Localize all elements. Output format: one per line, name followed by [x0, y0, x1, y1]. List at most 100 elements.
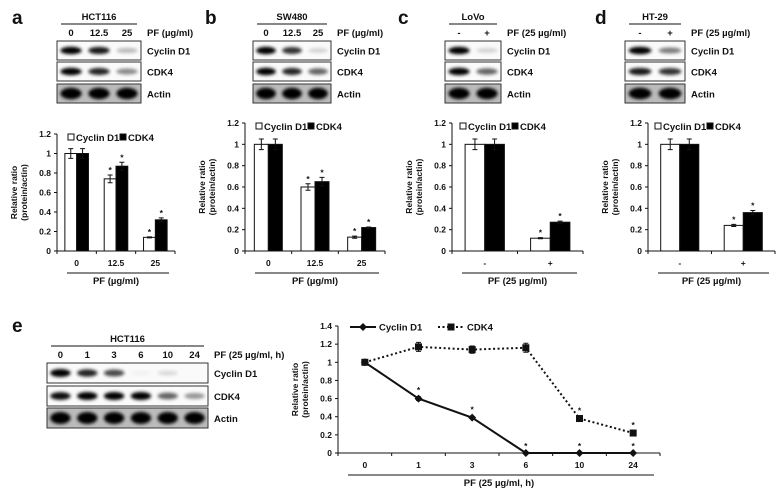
- protein-band: [157, 392, 178, 400]
- chart-d: 0 0.2 0.4 0.6 0.8 1 1.2 - +PF (25 µg/ml) Relative…: [600, 118, 776, 287]
- line-cdk4: [364, 345, 634, 435]
- significance-asterisk: *: [539, 228, 543, 238]
- chart-b: 0 0.2 0.4 0.6 0.8 1 1.2 0 12.5 25 PF (µg/ml) Relati…: [197, 118, 386, 287]
- legend-label: CDK4: [520, 122, 547, 133]
- legend-swatch: [307, 122, 315, 130]
- row-label: Actin: [214, 414, 238, 425]
- y-tick-label: 0.4: [227, 203, 239, 213]
- y-tick-label: 0: [234, 246, 239, 256]
- protein-band: [60, 87, 82, 100]
- treatment-label: PF (µg/ml): [337, 28, 383, 39]
- error-bar: [731, 223, 737, 227]
- legend-label: Cyclin D1: [379, 323, 423, 334]
- x-axis-label: PF (25 µg/ml): [682, 276, 741, 287]
- legend-marker: [359, 323, 367, 331]
- bar-cyclin-d1: [143, 236, 156, 252]
- cell-line-label: HT-29: [642, 12, 668, 23]
- protein-band: [116, 47, 138, 54]
- protein-band: [130, 412, 152, 424]
- bar-cyclin-d1: [253, 143, 269, 252]
- row-label: Actin: [507, 90, 531, 101]
- panel-letter: e: [12, 316, 23, 337]
- significance-asterisk: *: [632, 441, 636, 451]
- legend-label: Cyclin D1: [76, 133, 120, 144]
- treatment-label: PF (µg/ml): [147, 28, 193, 39]
- significance-asterisk: *: [578, 441, 582, 451]
- y-tick-label: 0.6: [320, 394, 332, 404]
- treatment-label: PF (25 µg/ml, h): [214, 350, 284, 361]
- blot-strip: [46, 407, 209, 429]
- row-label: Cyclin D1: [337, 47, 381, 58]
- protein-band: [77, 392, 98, 400]
- lane-label: +: [484, 28, 490, 39]
- legend-marker: [447, 323, 455, 331]
- legend-swatch: [511, 122, 519, 130]
- chart-e: 0 0.2 0.4 0.6 0.8 1 1.2 1.4 0 1 3 6 10 24 PF (25 µg/ml…: [290, 321, 661, 489]
- protein-band: [157, 370, 178, 376]
- x-tick-label: 0: [362, 460, 367, 470]
- blot-strip: [624, 61, 686, 82]
- protein-band: [88, 87, 110, 100]
- y-tick-label: 0.8: [434, 161, 446, 171]
- protein-band: [658, 47, 682, 54]
- cell-line-label: HCT116: [110, 334, 145, 345]
- lane-label: 3: [111, 350, 116, 361]
- protein-band: [476, 68, 498, 75]
- panel-letter: d: [595, 8, 607, 29]
- x-tick-label: +: [741, 258, 746, 268]
- y-tick-label: 1.2: [630, 118, 642, 128]
- bar-cdk4: [484, 143, 505, 252]
- protein-band: [50, 369, 71, 377]
- y-tick-label: 1: [637, 139, 642, 149]
- lane-label: 1: [85, 350, 91, 361]
- cell-line-label: LoVo: [461, 12, 484, 23]
- significance-asterisk: *: [471, 405, 475, 415]
- protein-band: [130, 392, 152, 400]
- significance-asterisk: *: [108, 165, 112, 175]
- error-bar: [272, 138, 278, 151]
- protein-band: [628, 67, 652, 76]
- x-tick-label: 12.5: [108, 258, 125, 268]
- y-tick-label: 1.4: [320, 321, 332, 331]
- blot-strip: [46, 362, 209, 384]
- y-tick-label: 0.2: [39, 227, 51, 237]
- protein-band: [308, 47, 328, 54]
- row-label: Cyclin D1: [507, 47, 551, 58]
- y-tick-label: 1: [441, 139, 446, 149]
- protein-band: [116, 68, 138, 75]
- data-point: [361, 358, 369, 366]
- lane-label: 0: [58, 350, 63, 361]
- protein-band: [60, 67, 82, 76]
- protein-band: [658, 68, 682, 75]
- y-axis-label-line: (protein/actin): [610, 159, 620, 216]
- lane-label: 0: [68, 28, 73, 39]
- y-tick-label: 0.8: [320, 375, 332, 385]
- bar-cyclin-d1: [300, 186, 316, 252]
- x-axis-label: PF (µg/ml): [93, 276, 139, 287]
- protein-band: [658, 87, 682, 100]
- error-bar: [557, 220, 563, 224]
- bar-cyclin-d1: [103, 178, 117, 252]
- protein-band: [476, 87, 498, 100]
- x-tick-label: 1: [416, 460, 421, 470]
- y-axis-label: Relative ratio (protein/actin): [9, 164, 29, 221]
- significance-asterisk: *: [732, 214, 736, 224]
- row-label: CDK4: [214, 392, 241, 403]
- legend-label: Cyclin D1: [264, 122, 308, 133]
- bar-cyclin-d1: [347, 236, 363, 252]
- y-tick-label: 0.4: [39, 207, 51, 217]
- data-point: [629, 449, 638, 457]
- error-bar: [492, 138, 498, 151]
- protein-band: [103, 392, 125, 400]
- cell-line-label: SW480: [276, 12, 307, 23]
- error-bar: [158, 217, 164, 223]
- error-bar: [750, 209, 756, 216]
- legend-label: CDK4: [128, 133, 155, 144]
- protein-band: [282, 87, 302, 100]
- y-tick-label: 0.2: [434, 225, 446, 235]
- data-point: [522, 344, 530, 352]
- bar-cyclin-d1: [723, 224, 744, 252]
- protein-band: [157, 412, 178, 424]
- row-label: Cyclin D1: [147, 47, 191, 58]
